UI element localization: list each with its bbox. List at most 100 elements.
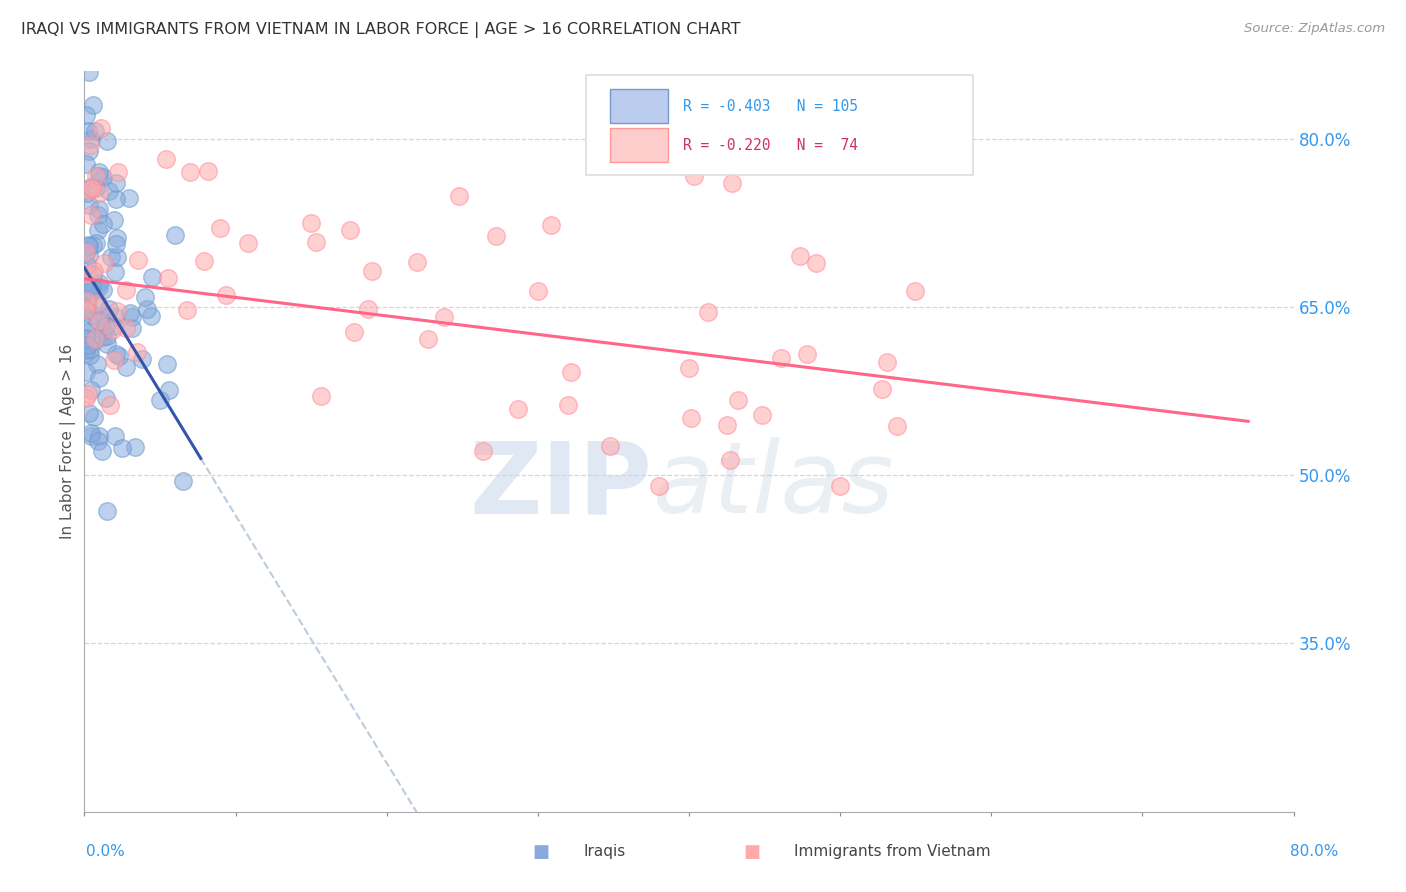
Point [93, 310, 115, 325]
Point [176, 303, 198, 318]
Point [79, 406, 101, 420]
Point [82, 237, 104, 252]
Point [447, 189, 470, 203]
Point [357, 301, 380, 316]
Point [104, 265, 127, 279]
Point [155, 152, 177, 166]
Point [193, 253, 215, 268]
Point [75, 108, 97, 122]
Point [80, 425, 103, 440]
Point [904, 284, 927, 298]
Point [91, 283, 114, 297]
Point [79, 180, 101, 194]
Point [75, 303, 97, 318]
Text: ■: ■ [533, 843, 550, 861]
Point [105, 303, 128, 318]
Point [98, 302, 121, 317]
Point [103, 212, 125, 227]
Point [96, 134, 118, 148]
Point [876, 355, 898, 369]
Point [79, 342, 101, 356]
Text: ■: ■ [744, 843, 761, 861]
Point [83, 264, 105, 278]
Point [105, 192, 128, 206]
Point [157, 383, 180, 397]
Point [76, 338, 98, 352]
Point [79, 348, 101, 362]
Point [127, 344, 149, 359]
Point [75, 293, 97, 308]
Text: atlas: atlas [652, 437, 894, 534]
Point [156, 357, 179, 371]
Point [115, 284, 138, 298]
Point [86, 169, 108, 183]
Point [118, 191, 141, 205]
Point [75, 392, 97, 406]
Point [87, 295, 110, 310]
Point [76, 259, 98, 273]
Point [77, 288, 100, 302]
Point [82, 98, 104, 112]
Point [77, 124, 100, 138]
Bar [610, 89, 668, 123]
Point [84, 279, 107, 293]
Point [557, 399, 579, 413]
Point [156, 271, 179, 285]
Point [121, 321, 143, 335]
Point [115, 360, 138, 375]
Point [75, 332, 97, 346]
Text: IRAQI VS IMMIGRANTS FROM VIETNAM IN LABOR FORCE | AGE > 16 CORRELATION CHART: IRAQI VS IMMIGRANTS FROM VIETNAM IN LABO… [21, 22, 741, 38]
Point [197, 163, 219, 178]
Point [104, 347, 127, 361]
Point [472, 444, 495, 458]
Point [418, 332, 440, 346]
Text: 0.0%: 0.0% [86, 845, 125, 859]
Point [115, 321, 138, 335]
FancyBboxPatch shape [586, 75, 973, 175]
Point [118, 306, 141, 320]
Point [405, 255, 427, 269]
Point [76, 293, 98, 308]
Point [96, 504, 118, 518]
Point [82, 308, 104, 322]
Point [804, 256, 827, 270]
Point [508, 402, 530, 417]
Point [141, 269, 163, 284]
Point [172, 474, 194, 488]
Point [79, 137, 101, 152]
Point [360, 264, 382, 278]
Point [75, 331, 97, 345]
Point [751, 409, 773, 423]
Point [76, 237, 98, 252]
Point [683, 169, 706, 183]
Point [77, 65, 100, 79]
Text: R = -0.403   N = 105: R = -0.403 N = 105 [683, 99, 858, 113]
Point [87, 223, 110, 237]
Point [111, 442, 134, 456]
Point [720, 176, 742, 190]
Point [75, 275, 97, 289]
Point [87, 208, 110, 222]
Point [101, 323, 124, 337]
Point [299, 215, 322, 229]
Text: 80.0%: 80.0% [1291, 845, 1339, 859]
Point [136, 302, 159, 317]
Point [108, 349, 131, 363]
Point [485, 228, 508, 243]
Point [433, 310, 456, 324]
Point [105, 310, 128, 325]
Point [678, 361, 700, 376]
Point [105, 231, 128, 245]
Point [75, 157, 97, 171]
Point [91, 329, 114, 343]
Point [83, 124, 105, 138]
Point [540, 218, 562, 232]
Point [87, 202, 110, 216]
Point [309, 389, 332, 403]
Point [720, 453, 742, 467]
Point [105, 177, 128, 191]
Point [107, 165, 129, 179]
Point [91, 217, 114, 231]
Point [681, 411, 703, 425]
Point [75, 343, 97, 357]
